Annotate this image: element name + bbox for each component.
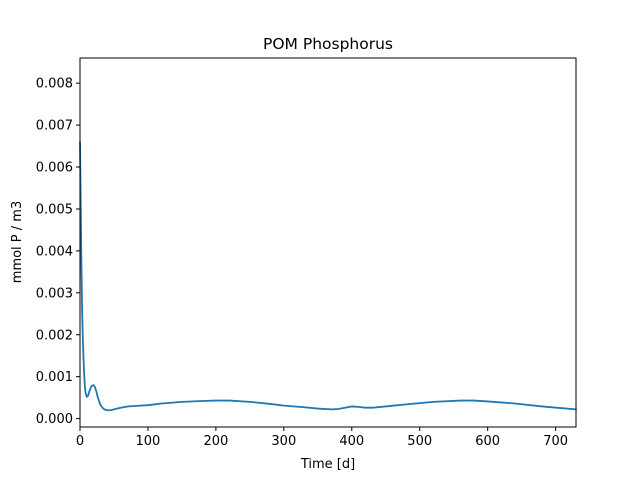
y-tick-label: 0.006: [36, 161, 73, 176]
x-tick-label: 400: [339, 434, 364, 449]
plot-frame: [79, 57, 577, 428]
y-tick-label: 0.008: [36, 77, 73, 92]
chart-title: POM Phosphorus: [263, 35, 393, 53]
x-tick-label: 100: [136, 434, 161, 449]
y-tick-label: 0.002: [36, 328, 73, 343]
plot-background: [80, 58, 576, 427]
y-tick-label: 0.001: [36, 370, 73, 385]
x-tick-label: 300: [271, 434, 296, 449]
x-axis-label: Time [d]: [300, 457, 355, 472]
y-axis: 0.000 0.001 0.002 0.003 0.004 0.005 0.006 0.007…: [36, 77, 80, 427]
y-tick-label: 0.007: [36, 119, 73, 134]
y-tick-label: 0.004: [36, 244, 73, 259]
x-tick-label: 0: [76, 434, 84, 449]
y-tick-label: 0.000: [36, 412, 73, 427]
y-tick-label: 0.005: [36, 202, 73, 217]
x-tick-label: 700: [543, 434, 568, 449]
y-tick-label: 0.003: [36, 286, 73, 301]
y-axis-label: mmol P / m3: [10, 201, 25, 283]
x-axis: 0 100 200 300 400 500 600 700: [76, 427, 568, 449]
x-tick-label: 200: [203, 434, 228, 449]
x-tick-label: 500: [407, 434, 432, 449]
series-line: [79, 140, 577, 412]
plot-area: [79, 140, 577, 412]
x-tick-label: 600: [475, 434, 500, 449]
